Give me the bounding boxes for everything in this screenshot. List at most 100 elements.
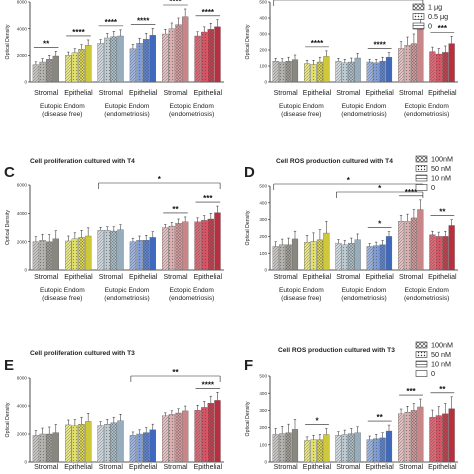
category-label: Epithelial	[428, 464, 457, 471]
bar-hatch	[110, 36, 117, 82]
y-axis-label: Optical Density	[245, 401, 251, 436]
bar-hatch	[279, 433, 286, 462]
significance-label: ****	[72, 28, 85, 37]
category-label: Epithelial	[129, 274, 158, 281]
panel-letter: F	[244, 357, 253, 374]
y-tick-label: 400	[259, 16, 267, 21]
y-tick-label: 0	[24, 268, 27, 273]
y-tick-label: 200	[259, 234, 267, 239]
bar	[291, 59, 299, 83]
bar-hatch	[279, 62, 286, 82]
chart-panel-a: 0 2000 4000 6000 Optical Density Stromal Epith…	[5, 0, 224, 118]
category-label: Epithelial	[428, 90, 457, 97]
panel-title: Cell proliferation cultured with T3	[30, 350, 135, 357]
bar	[52, 432, 59, 463]
bar	[323, 56, 330, 83]
legend-swatch	[415, 174, 428, 182]
bar	[385, 57, 393, 83]
bar-hatch	[97, 43, 104, 82]
legend-label: 50 nM	[431, 350, 451, 359]
y-tick-label: 100	[259, 442, 267, 447]
y-tick-label: 0	[24, 80, 27, 85]
bar-hatch	[285, 432, 292, 462]
significance-label: **	[439, 208, 446, 217]
y-axis-label: Optical Density	[245, 24, 251, 59]
significance-label: ***	[438, 24, 448, 33]
bar-hatch	[310, 64, 317, 82]
category-label: Stromal	[34, 464, 59, 471]
bar-hatch	[317, 239, 323, 270]
group-label: Eutopic Endom	[40, 103, 85, 110]
bar	[323, 434, 330, 463]
bar-hatch	[398, 221, 404, 270]
bar-hatch	[162, 415, 169, 462]
bar-hatch	[46, 241, 53, 270]
legend-swatch	[412, 13, 425, 20]
panel-letter: D	[244, 164, 255, 181]
bar-hatch	[71, 238, 78, 270]
panel-title: Cell ROS production cultured with T4	[276, 158, 393, 165]
group-label: Ectopic Endom	[169, 287, 214, 294]
bar-hatch	[373, 438, 380, 462]
legend-label: 0	[428, 22, 432, 31]
significance-label: **	[439, 385, 446, 394]
bar	[52, 55, 59, 83]
bar-hatch	[71, 425, 78, 462]
significance-label: ****	[137, 16, 150, 25]
group-label: Ectopic Endom	[169, 103, 214, 110]
group-label: Eutopic Endom	[279, 103, 324, 110]
category-label: Epithelial	[129, 90, 158, 97]
bar-hatch	[366, 246, 373, 270]
bar-hatch	[46, 59, 53, 82]
bar	[417, 29, 424, 83]
y-tick-label: 300	[259, 408, 267, 413]
bar-hatch	[175, 24, 182, 83]
bar	[354, 57, 361, 83]
chart-panel-c: C Cell proliferation cultured with T4 0 200…	[4, 158, 224, 302]
bar	[448, 225, 455, 271]
legend-label: 0	[431, 183, 435, 192]
bar	[52, 238, 59, 271]
bar-hatch	[201, 220, 208, 270]
significance-label: *	[347, 0, 351, 1]
bar	[354, 432, 361, 463]
y-tick-label: 100	[259, 64, 267, 69]
y-axis-label: Optical Density	[245, 210, 251, 245]
bar-hatch	[175, 413, 182, 462]
bar-hatch	[341, 434, 348, 462]
bar-hatch	[304, 242, 310, 270]
bar-hatch	[71, 52, 78, 82]
bar-hatch	[404, 45, 411, 82]
bar-hatch	[32, 241, 39, 270]
y-tick-label: 2000	[17, 53, 28, 58]
category-label: Stromal	[336, 274, 361, 281]
category-label: Epithelial	[194, 274, 223, 281]
category-label: Epithelial	[428, 274, 457, 281]
bar-hatch	[335, 61, 342, 82]
category-label: Epithelial	[64, 90, 93, 97]
bar-hatch	[97, 230, 104, 270]
bar	[214, 212, 221, 271]
legend-label: 100nM	[431, 341, 453, 350]
legend-swatch	[415, 351, 428, 358]
bar	[448, 408, 455, 463]
bar-hatch	[129, 48, 136, 82]
category-label: Stromal	[274, 90, 299, 97]
bar	[214, 400, 221, 463]
legend-swatch	[415, 184, 428, 191]
bar-hatch	[32, 64, 39, 82]
category-label: Stromal	[99, 90, 124, 97]
bar-hatch	[435, 415, 442, 462]
y-tick-label: 400	[259, 391, 267, 396]
y-tick-label: 2000	[17, 432, 28, 437]
bar-hatch	[304, 63, 310, 82]
bar-hatch	[285, 61, 292, 82]
bar-hatch	[104, 424, 111, 462]
significance-label: **	[172, 205, 179, 214]
bar-hatch	[201, 407, 208, 462]
group-sublabel: (disease free)	[281, 111, 321, 118]
bar-hatch	[78, 49, 85, 82]
group-sublabel: (endometriosis)	[169, 295, 214, 302]
significance-label: *	[347, 176, 351, 185]
panel-letter: E	[4, 357, 14, 374]
